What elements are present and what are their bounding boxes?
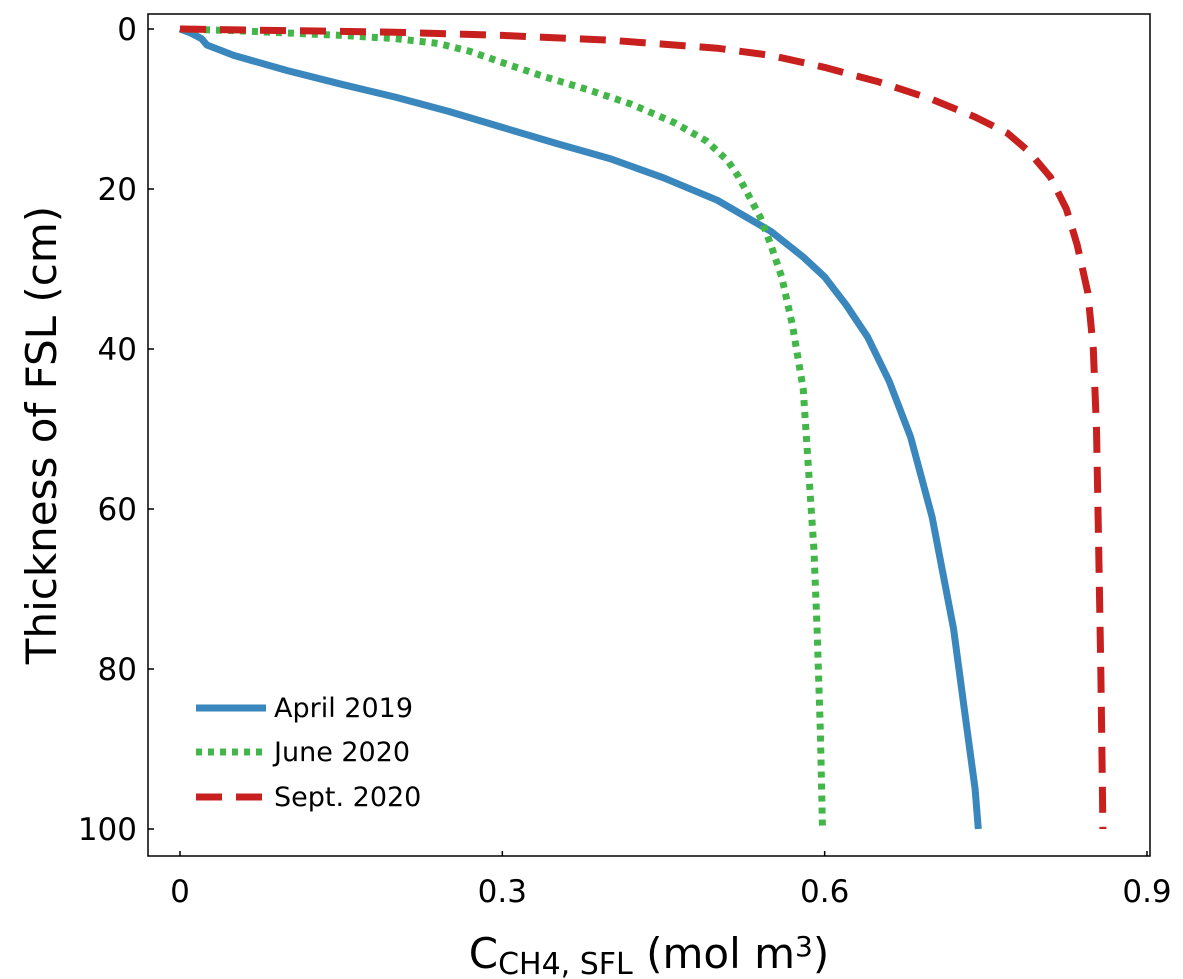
x-axis-title-main: C [469,929,498,978]
legend-label: June 2020 [272,737,410,768]
series-lines [178,25,1107,830]
y-tick-label: 80 [98,652,137,688]
legend-label: Sept. 2020 [274,782,421,813]
y-axis-title: Thickness of FSL (cm) [17,206,66,665]
x-tick-label: 0.3 [478,874,527,910]
y-tick-label: 60 [98,492,137,528]
x-tick-label: 0.6 [800,874,849,910]
x-tick-label: 0 [170,874,190,910]
y-tick-label: 40 [98,332,137,368]
x-tick-label: 0.9 [1122,874,1171,910]
y-tick-label: 100 [78,812,137,848]
y-axis: 0 20 40 60 80 100 [78,12,154,848]
y-tick-label: 20 [98,172,137,208]
legend: April 2019 June 2020 Sept. 2020 [196,693,421,813]
x-axis: 0 0.3 0.6 0.9 [170,851,1172,910]
legend-label: April 2019 [274,693,413,724]
x-axis-title: CCH4, SFL (mol m3) [469,929,830,979]
x-axis-title-close: ) [813,929,829,978]
x-axis-title-sub: CH4, SFL [498,947,633,979]
plot-frame [147,13,1151,857]
series-line-april-2019 [178,25,982,830]
x-axis-title-sup: 3 [795,930,813,963]
x-axis-title-unit: (mol m [633,929,795,978]
series-line-sept-2020 [179,25,1107,830]
y-tick-label: 0 [117,12,137,48]
